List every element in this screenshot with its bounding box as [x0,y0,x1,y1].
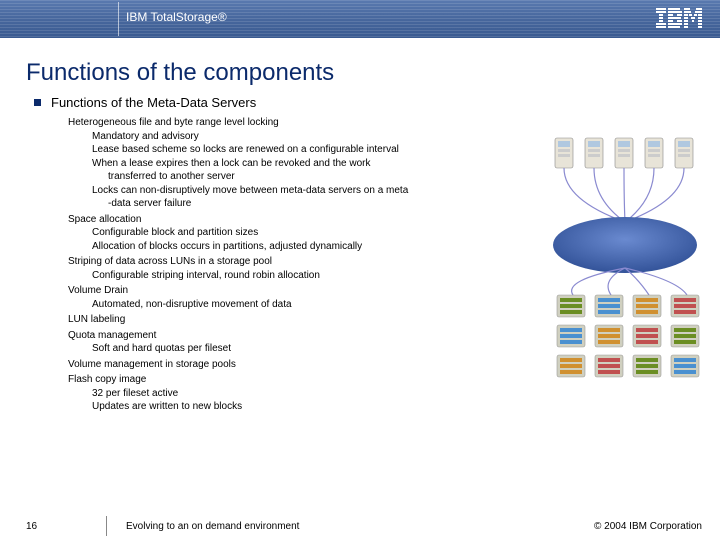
section-heading: Functions of the Meta-Data Servers [51,95,256,110]
outline-item: Volume management in storage pools [68,358,494,372]
content-area: Functions of the Meta-Data Servers Heter… [34,95,494,414]
outline-item: Mandatory and advisory [92,130,494,144]
outline-item: Lease based scheme so locks are renewed … [92,143,494,157]
page-title: Functions of the components [26,59,334,87]
outline-item: Updates are written to new blocks [92,400,494,414]
outline-item: LUN labeling [68,313,494,327]
outline-item: Configurable striping interval, round ro… [92,269,494,283]
outline-item: 32 per fileset active [92,387,494,401]
outline-item: When a lease expires then a lock can be … [92,157,494,171]
copyright: © 2004 IBM Corporation [594,521,702,532]
outline-item: Automated, non-disruptive movement of da… [92,298,494,312]
ibm-logo-icon [656,8,702,28]
page-number: 16 [26,521,37,532]
footer-divider [106,516,107,536]
header-stripes [0,0,720,38]
outline-item: Striping of data across LUNs in a storag… [68,255,494,269]
outline-item: Allocation of blocks occurs in partition… [92,240,494,254]
header-title: IBM TotalStorage® [126,10,227,24]
bullet-heading-row: Functions of the Meta-Data Servers [34,95,494,110]
square-bullet-icon [34,99,41,106]
footer-tagline: Evolving to an on demand environment [126,521,299,532]
header-divider [118,2,119,36]
outline-list: Heterogeneous file and byte range level … [68,116,494,414]
outline-item: Quota management [68,329,494,343]
outline-item: -data server failure [108,197,494,211]
outline-item: Flash copy image [68,373,494,387]
outline-item: Locks can non-disruptively move between … [92,184,494,198]
architecture-diagram [543,130,708,390]
outline-item: Space allocation [68,213,494,227]
header-band: IBM TotalStorage® [0,0,720,38]
outline-item: Heterogeneous file and byte range level … [68,116,494,130]
outline-item: transferred to another server [108,170,494,184]
outline-item: Configurable block and partition sizes [92,226,494,240]
outline-item: Volume Drain [68,284,494,298]
footer: 16 Evolving to an on demand environment … [0,512,720,540]
outline-item: Soft and hard quotas per fileset [92,342,494,356]
